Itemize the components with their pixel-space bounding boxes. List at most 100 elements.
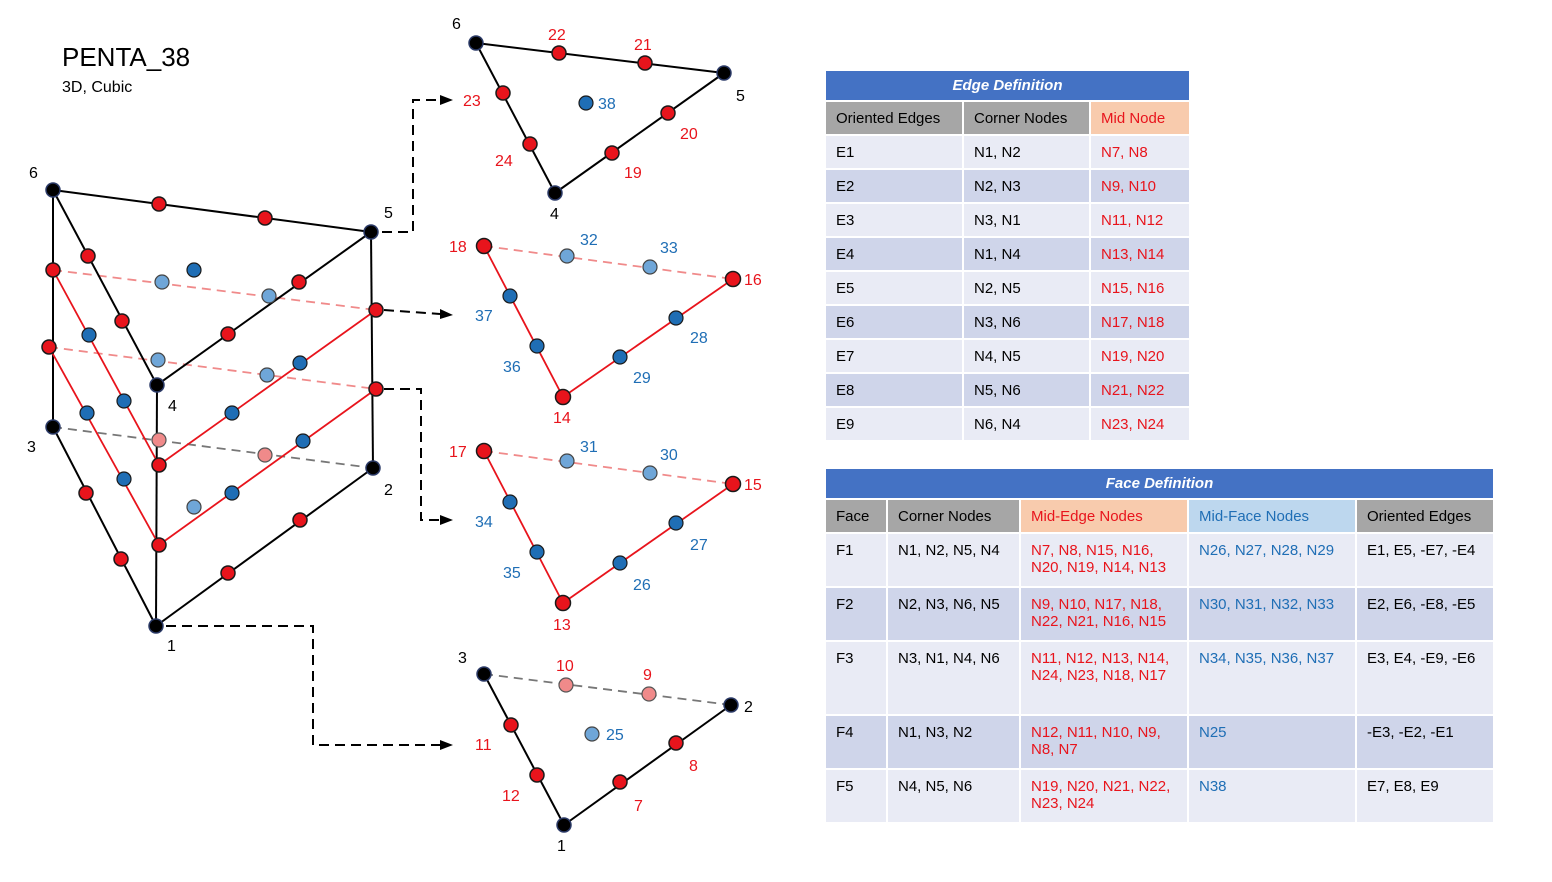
node-mid-face [529, 338, 545, 354]
arrow-to-bottom-face [166, 625, 440, 746]
hidden-edge [483, 673, 732, 706]
node-label: 5 [736, 88, 745, 105]
element-subtitle: 3D, Cubic [62, 79, 132, 96]
hidden-edge [483, 450, 734, 485]
node-mid-edge [475, 442, 493, 460]
node-hidden-face [642, 465, 658, 481]
edge [563, 704, 732, 826]
face-table-header: Mid-Face Nodes [1188, 499, 1357, 534]
node-mid-face [116, 393, 132, 409]
node-mid-edge [368, 302, 384, 318]
edge [483, 450, 564, 604]
edge-table-title: Edge Definition [826, 71, 1189, 102]
arrow-to-upper-section [383, 309, 441, 315]
node-mid-edge [668, 735, 684, 751]
edge [475, 42, 725, 74]
table-cell: N15, N16 [1090, 271, 1189, 306]
node-mid-face [81, 327, 97, 343]
table-row: E8 N5, N6 N21, N22 [826, 373, 1189, 408]
node-mid-face [502, 288, 518, 304]
table-cell: N5, N6 [963, 373, 1091, 408]
node-mid-edge [41, 339, 57, 355]
node-corner [476, 666, 492, 682]
table-cell: N1, N2 [963, 135, 1091, 170]
face-table-header: Mid-Edge Nodes [1020, 499, 1189, 534]
table-cell: N1, N3, N2 [887, 715, 1021, 770]
table-row: F2 N2, N3, N6, N5 N9, N10, N17, N18, N22… [826, 587, 1493, 642]
node-mid-edge [113, 551, 129, 567]
node-mid-edge [522, 136, 538, 152]
node-mid-face [224, 485, 240, 501]
table-cell: N25 [1188, 715, 1357, 770]
table-row: E6 N3, N6 N17, N18 [826, 305, 1189, 340]
prism-label: 4 [168, 398, 177, 415]
node-mid-edge [612, 774, 628, 790]
table-cell: F5 [826, 769, 888, 824]
table-cell: N12, N11, N10, N9, N8, N7 [1020, 715, 1189, 770]
hidden-edge [483, 245, 734, 280]
node-mid-edge [554, 594, 572, 612]
hidden-edge-3-2 [52, 426, 374, 469]
table-cell: N7, N8, N15, N16, N20, N19, N14, N13 [1020, 533, 1189, 588]
table-row: F5 N4, N5, N6 N19, N20, N21, N22, N23, N… [826, 769, 1493, 824]
table-cell: N4, N5, N6 [887, 769, 1021, 824]
table-cell: N21, N22 [1090, 373, 1189, 408]
node-corner [45, 182, 61, 198]
node-mid-edge [551, 45, 567, 61]
node-corner [547, 185, 563, 201]
table-row: E7 N4, N5 N19, N20 [826, 339, 1189, 374]
node-mid-edge [291, 274, 307, 290]
node-mid-face [186, 262, 202, 278]
node-corner [149, 377, 165, 393]
edge-4-1 [155, 384, 158, 627]
table-cell: N19, N20, N21, N22, N23, N24 [1020, 769, 1189, 824]
node-mid-edge [151, 457, 167, 473]
table-row: F1 N1, N2, N5, N4 N7, N8, N15, N16, N20,… [826, 533, 1493, 588]
node-mid-edge [257, 210, 273, 226]
node-label: 14 [553, 410, 571, 427]
table-cell: N1, N4 [963, 237, 1091, 272]
node-mid-edge [220, 326, 236, 342]
node-mid-face [584, 726, 600, 742]
table-cell: N7, N8 [1090, 135, 1189, 170]
table-cell: N11, N12 [1090, 203, 1189, 238]
node-hidden-mid-edge [641, 686, 657, 702]
edge-5-4 [156, 231, 372, 386]
node-mid-edge [78, 485, 94, 501]
node-mid-face [79, 405, 95, 421]
node-mid-edge [724, 270, 742, 288]
prism-label: 2 [384, 482, 393, 499]
node-label: 32 [580, 232, 598, 249]
table-cell: N11, N12, N13, N14, N24, N23, N18, N17 [1020, 641, 1189, 716]
node-mid-face [295, 433, 311, 449]
section-lower-edge-right [158, 388, 377, 546]
table-cell: N9, N10, N17, N18, N22, N21, N16, N15 [1020, 587, 1189, 642]
lower-section-view: 17 15 13 31 30 34 27 35 26 [449, 439, 762, 634]
node-label: 20 [680, 126, 698, 143]
table-cell: F1 [826, 533, 888, 588]
table-cell: E6 [826, 305, 964, 340]
arrow-to-top-face [382, 99, 440, 233]
prism-mid-edge-nodes [41, 196, 384, 581]
table-cell: E2, E6, -E8, -E5 [1356, 587, 1493, 642]
prism-label: 6 [29, 165, 38, 182]
node-mid-edge [724, 475, 742, 493]
table-row: E3 N3, N1 N11, N12 [826, 203, 1189, 238]
node-label: 8 [689, 758, 698, 775]
edge-5-2 [370, 231, 374, 469]
node-corner [365, 460, 381, 476]
top-face-view: 6 5 4 22 21 23 20 24 19 38 [452, 16, 745, 223]
node-hidden-face [559, 248, 575, 264]
table-row: E9 N6, N4 N23, N24 [826, 407, 1189, 442]
edge-table-header: Oriented Edges [826, 101, 964, 136]
table-cell: E1, E5, -E7, -E4 [1356, 533, 1493, 588]
prism-corner-nodes [45, 182, 381, 634]
node-label: 13 [553, 617, 571, 634]
edge [562, 483, 734, 604]
node-hidden-face [186, 499, 202, 515]
prism-label: 3 [27, 439, 36, 456]
node-mid-edge [604, 145, 620, 161]
table-cell: -E3, -E2, -E1 [1356, 715, 1493, 770]
node-label: 1 [557, 838, 566, 855]
table-row: F4 N1, N3, N2 N12, N11, N10, N9, N8, N7 … [826, 715, 1493, 770]
